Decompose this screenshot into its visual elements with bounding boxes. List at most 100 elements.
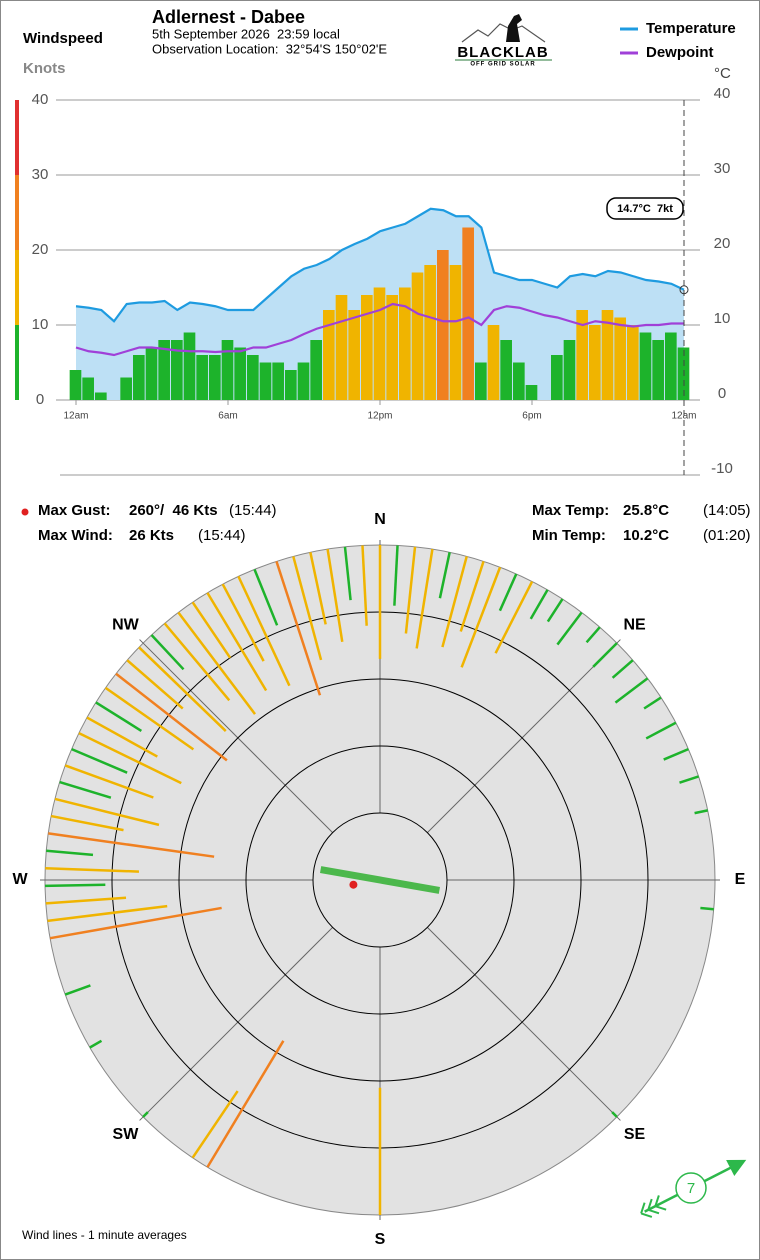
- y-tick-label: 10: [32, 316, 49, 333]
- wind-bar: [234, 347, 246, 400]
- wind-bar: [373, 287, 386, 400]
- wind-line: [645, 721, 677, 740]
- logo: BLACKLAB OFF GRID SOLAR: [455, 14, 552, 68]
- stat-value: 25.8°C: [623, 502, 669, 519]
- wind-bar: [424, 265, 436, 400]
- stat-value: 10.2°C: [623, 527, 669, 544]
- wind-bar: [361, 295, 373, 400]
- wind-bar: [171, 340, 183, 400]
- wind-bar: [221, 340, 234, 400]
- wind-bar: [614, 317, 626, 400]
- wind-line: [237, 575, 291, 687]
- stat-label: Min Temp:: [532, 527, 606, 544]
- wind-line: [438, 552, 451, 599]
- series-line: [75, 207, 685, 323]
- wind-line: [89, 1039, 103, 1049]
- wind-bar: [348, 310, 360, 400]
- wind-line: [115, 672, 228, 762]
- mean-wind: [320, 866, 440, 894]
- compass-label: NW: [112, 617, 140, 634]
- wind-line: [679, 775, 699, 784]
- stat-value: 260°/ 46 Kts: [129, 502, 218, 519]
- wind-bar: [665, 332, 677, 400]
- wind-line: [529, 589, 549, 620]
- note: Wind lines - 1 minute averages: [22, 1228, 187, 1242]
- wind-line: [309, 552, 327, 625]
- wind-bar: [399, 287, 411, 400]
- wind-line: [253, 568, 279, 626]
- wind-bar: [133, 355, 145, 400]
- y-tick-label: 30: [32, 166, 49, 183]
- wind-line: [95, 701, 143, 732]
- wind-line: [206, 1040, 285, 1168]
- wind-line: [49, 906, 222, 940]
- wind-line: [163, 622, 231, 702]
- wind-line: [404, 546, 417, 634]
- wind-line: [46, 849, 94, 857]
- wind-bar: [386, 295, 398, 400]
- wind-line: [663, 747, 689, 761]
- annotation: 14.7°C 7kt: [617, 203, 673, 215]
- wind-bar: [247, 355, 259, 400]
- wind-line: [71, 747, 128, 774]
- wind-bar: [576, 310, 588, 400]
- spoke: [427, 639, 621, 833]
- wind-line: [611, 1111, 618, 1118]
- compass-label: S: [375, 1231, 386, 1248]
- speed-band: [15, 250, 19, 325]
- wind-bar: [589, 325, 601, 400]
- arrow-fletch: [640, 1195, 667, 1218]
- stat-label: Max Wind:: [38, 527, 113, 544]
- wind-line: [47, 904, 168, 923]
- wind-bar: [323, 310, 335, 400]
- wind-line: [643, 696, 662, 710]
- wind-bar: [601, 310, 614, 400]
- wind-line: [64, 764, 154, 799]
- stat-label: Max Gust:: [38, 502, 111, 519]
- wind-bar: [437, 250, 449, 400]
- y2-unit: °C: [714, 65, 731, 82]
- wind-line: [460, 566, 502, 668]
- wind-line: [441, 556, 468, 648]
- wind-line: [48, 832, 215, 858]
- spoke: [427, 927, 621, 1121]
- wind-line: [556, 611, 583, 646]
- wind-line: [275, 561, 322, 696]
- wind-line: [585, 626, 601, 644]
- y2-tick-label: 0: [718, 385, 726, 402]
- annotation-box: [606, 197, 684, 220]
- wind-bar: [487, 325, 500, 400]
- legend-label: Temperature: [646, 20, 736, 37]
- current-wind-badge: [675, 1172, 707, 1204]
- compass-label: NE: [623, 617, 646, 634]
- wind-bar: [627, 325, 639, 400]
- wind-line: [59, 780, 112, 799]
- y2-tick-label: 20: [714, 235, 731, 252]
- speed-band: [15, 100, 19, 175]
- wind-bar: [183, 332, 196, 400]
- wind-line: [150, 634, 185, 671]
- subtitle: 5th September 2026 23:59 local: [152, 26, 340, 41]
- wind-line: [191, 601, 232, 659]
- stat-time: (15:44): [229, 502, 277, 519]
- wind-bar: [158, 340, 170, 400]
- wind-line: [64, 984, 91, 996]
- compass-label: SE: [624, 1126, 646, 1143]
- wind-line: [494, 580, 534, 654]
- wind-line: [326, 548, 344, 642]
- y2-tick-label: -10: [711, 460, 733, 477]
- wind-bar: [563, 340, 576, 400]
- stat-label: Max Temp:: [532, 502, 609, 519]
- wind-bar: [209, 355, 221, 400]
- ring: [178, 678, 582, 1082]
- wind-bar: [411, 272, 424, 400]
- wind-bar: [335, 295, 348, 400]
- x-tick-label: 12pm: [367, 411, 392, 422]
- logo-dog: [506, 14, 522, 42]
- y-tick-label: 40: [32, 91, 49, 108]
- stat-time: (01:20): [703, 527, 751, 544]
- wind-bar: [196, 355, 208, 400]
- x-tick-label: 12am: [671, 411, 696, 422]
- legend-label: Dewpoint: [646, 44, 714, 61]
